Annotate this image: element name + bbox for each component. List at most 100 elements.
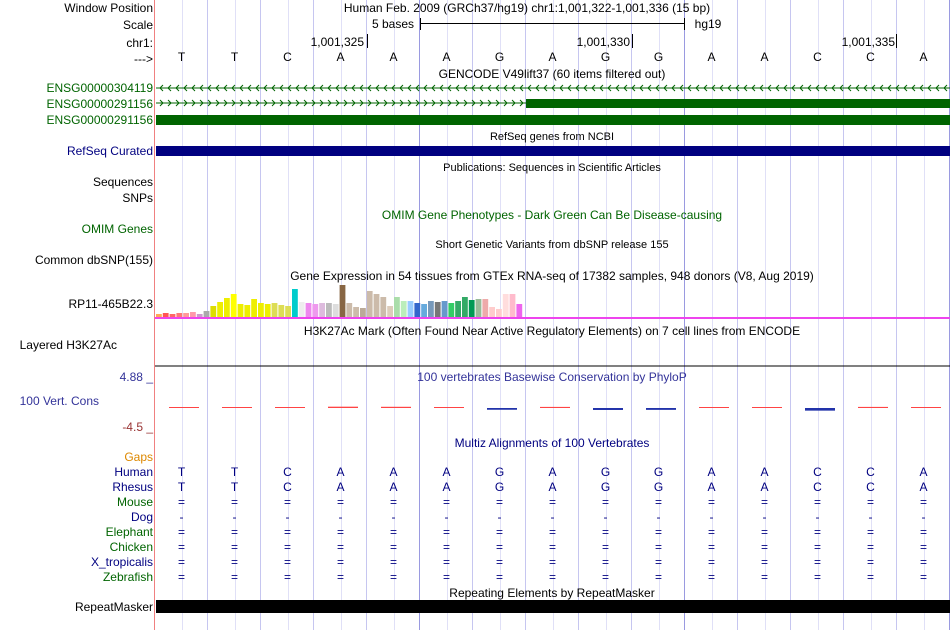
refseq-curated-label[interactable]: RefSeq Curated [66, 144, 153, 158]
gtex-tissue-bar[interactable] [190, 312, 196, 317]
dbsnp-label[interactable]: Common dbSNP(155) [34, 253, 153, 267]
gencode-item-2-label[interactable]: ENSG00000291156 [46, 97, 153, 111]
gtex-tissue-bar[interactable] [217, 302, 223, 317]
gtex-tissue-bar[interactable] [224, 298, 230, 317]
gtex-tissue-bar[interactable] [244, 305, 251, 317]
gtex-gene-label[interactable]: RP11-465B22.3 [68, 297, 153, 311]
gtex-tissue-bar[interactable] [326, 303, 332, 317]
multiz-species-label[interactable]: X_tropicalis [90, 555, 153, 569]
gtex-tissue-bar[interactable] [278, 305, 285, 317]
gtex-tissue-bar[interactable] [475, 299, 482, 317]
gtex-tissue-bar[interactable] [264, 304, 271, 317]
gtex-tissue-bar[interactable] [366, 291, 373, 317]
gtex-tissue-bar[interactable] [285, 306, 291, 317]
gtex-tissue-bar[interactable] [346, 303, 353, 317]
gtex-tissue-bar[interactable] [455, 301, 461, 317]
base-gridline [896, 0, 897, 630]
gencode-item-1-label[interactable]: ENSG00000304119 [46, 81, 153, 95]
multiz-species-label[interactable]: Rhesus [112, 480, 153, 494]
repeatmasker-label[interactable]: RepeatMasker [74, 600, 153, 614]
gtex-tissue-bar[interactable] [400, 301, 407, 317]
multiz-base: = [230, 540, 238, 554]
gtex-tissue-bar[interactable] [176, 313, 183, 317]
reference-base: A [336, 50, 345, 64]
gencode-transcript-3-exon[interactable] [156, 115, 950, 125]
gtex-tissue-bar[interactable] [230, 294, 237, 317]
strand-chevron [199, 84, 204, 92]
gtex-tissue-bar[interactable] [319, 303, 325, 317]
gtex-tissue-bar[interactable] [482, 299, 489, 317]
gencode-transcript-1[interactable] [156, 84, 950, 92]
gtex-tissue-bar[interactable] [292, 289, 298, 317]
multiz-species-label[interactable]: Zebrafish [102, 570, 153, 584]
gtex-tissue-bar[interactable] [434, 302, 441, 317]
strand-chevron [671, 84, 676, 92]
strand-chevron [191, 99, 196, 107]
gtex-tissue-bar[interactable] [353, 307, 359, 317]
refseq-curated-exon[interactable] [156, 146, 950, 156]
gtex-tissue-bar[interactable] [516, 304, 523, 317]
gtex-tissue-bar[interactable] [387, 306, 393, 317]
strand-chevron [415, 99, 420, 107]
gtex-tissue-bar[interactable] [394, 297, 400, 317]
multiz-base: A [760, 465, 769, 479]
strand-chevron [663, 84, 668, 92]
multiz-species-label[interactable]: Human [114, 465, 153, 479]
multiz-base: = [601, 555, 609, 569]
gtex-tissue-bar[interactable] [251, 299, 257, 317]
multiz-species-label[interactable]: Dog [130, 510, 153, 524]
gtex-tissue-bar[interactable] [271, 303, 278, 317]
h3k27ac-label[interactable]: Layered H3K27Ac [19, 338, 117, 352]
multiz-gaps-label[interactable]: Gaps [124, 450, 153, 464]
gencode-item-3-label[interactable]: ENSG00000291156 [46, 113, 153, 127]
gtex-tissue-bar[interactable] [196, 314, 203, 317]
multiz-base: T [177, 465, 186, 479]
strand-chevron [455, 84, 460, 92]
gtex-tissue-bar[interactable] [339, 285, 346, 317]
phylop-label[interactable]: 100 Vert. Cons [19, 394, 99, 408]
gtex-tissue-bar[interactable] [156, 314, 162, 317]
gtex-tissue-bar[interactable] [462, 297, 468, 317]
gtex-tissue-bar[interactable] [468, 300, 475, 317]
strand-chevron [383, 84, 388, 92]
gencode-transcript-2[interactable] [156, 99, 950, 108]
repeatmasker-element[interactable] [156, 600, 950, 613]
strand-chevron [527, 84, 532, 92]
gtex-tissue-bar[interactable] [332, 304, 339, 317]
gtex-tissue-bar[interactable] [509, 294, 516, 317]
strand-chevron [375, 84, 380, 92]
publications-sequences-label[interactable]: Sequences [92, 175, 153, 189]
gencode-transcript-2-exon[interactable] [526, 99, 950, 108]
window-position-title: Human Feb. 2009 (GRCh37/hg19) chr1:1,001… [343, 1, 711, 15]
multiz-species-label[interactable]: Elephant [105, 525, 153, 539]
gtex-tissue-bar[interactable] [414, 303, 421, 317]
gtex-tissue-bar[interactable] [312, 304, 319, 317]
multiz-base: = [336, 495, 344, 509]
gtex-tissue-bar[interactable] [258, 303, 264, 317]
omim-genes-label[interactable]: OMIM Genes [81, 222, 153, 236]
gtex-tissue-bar[interactable] [298, 302, 305, 317]
strand-chevron [263, 84, 268, 92]
gtex-tissue-bar[interactable] [169, 314, 176, 317]
gtex-tissue-bar[interactable] [407, 301, 414, 317]
gtex-tissue-bar[interactable] [428, 301, 434, 317]
gtex-tissue-bar[interactable] [380, 297, 387, 317]
gtex-tissue-bar[interactable] [305, 303, 312, 317]
gtex-tissue-bar[interactable] [210, 306, 217, 317]
gtex-tissue-bar[interactable] [373, 294, 380, 317]
gtex-tissue-bar[interactable] [441, 301, 448, 317]
gtex-tissue-bar[interactable] [421, 304, 427, 317]
gtex-tissue-bar[interactable] [502, 294, 509, 317]
gtex-tissue-bar[interactable] [237, 304, 244, 317]
gtex-tissue-bar[interactable] [489, 307, 495, 317]
gtex-tissue-bar[interactable] [496, 309, 502, 317]
multiz-species-label[interactable]: Mouse [116, 495, 153, 509]
gtex-tissue-bar[interactable] [360, 308, 366, 317]
publications-snps-label[interactable]: SNPs [122, 191, 153, 205]
gtex-tissue-bar[interactable] [203, 311, 210, 317]
multiz-species-label[interactable]: Chicken [109, 540, 153, 554]
gtex-tissue-bar[interactable] [183, 313, 189, 317]
gtex-tissue-bar[interactable] [162, 313, 169, 317]
gtex-tissue-bar[interactable] [448, 303, 455, 317]
